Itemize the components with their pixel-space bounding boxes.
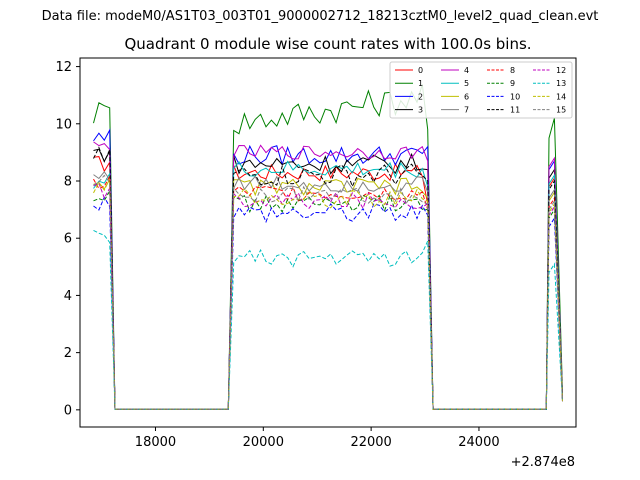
x-tick-label: 24000 [458,435,499,450]
x-tick-label: 18000 [135,435,176,450]
legend-label: 6 [464,92,469,101]
x-tick-label: 20000 [243,435,284,450]
legend-label: 4 [464,66,469,75]
legend-label: 9 [510,79,515,88]
y-tick-label: 10 [55,117,72,132]
chart-suptitle: Data file: modeM0/AS1T03_003T01_90000027… [42,9,599,24]
legend-label: 0 [418,66,423,75]
chart-title: Quadrant 0 module wise count rates with … [124,35,531,53]
series-line-15 [93,174,563,410]
plot-frame [79,57,577,428]
x-offset-label: +2.874e8 [511,455,575,470]
y-tick-label: 0 [64,403,72,418]
legend-label: 8 [510,66,515,75]
series-layer [93,84,563,410]
legend-label: 10 [510,92,520,101]
legend-label: 14 [556,92,566,101]
legend-label: 1 [418,79,423,88]
legend-label: 12 [556,66,566,75]
legend-label: 13 [556,79,566,88]
y-tick-label: 6 [64,232,72,247]
legend-label: 5 [464,79,469,88]
y-tick-label: 12 [55,60,72,75]
legend-label: 7 [464,106,469,115]
y-tick-label: 2 [64,346,72,361]
x-tick-label: 22000 [350,435,391,450]
y-tick-label: 4 [64,289,72,304]
legend-label: 15 [556,106,566,115]
y-tick-label: 8 [64,175,72,190]
x-axis: 18000 20000 22000 24000 [135,427,500,450]
legend-label: 3 [418,106,423,115]
legend-box [389,61,573,119]
legend-label: 2 [418,92,423,101]
legend-label: 11 [510,106,520,115]
y-axis: 0 2 4 6 8 10 12 [55,60,80,418]
